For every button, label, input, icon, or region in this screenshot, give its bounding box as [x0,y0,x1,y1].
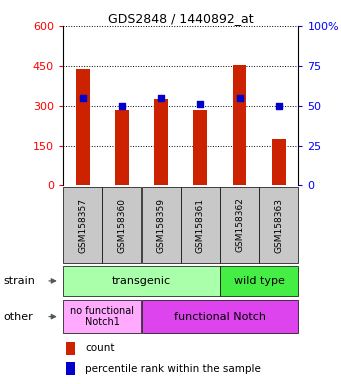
Text: GSM158363: GSM158363 [274,197,283,253]
Bar [63,266,220,296]
Bar [181,187,220,263]
Point [276,103,282,109]
Bar [233,65,247,185]
Bar [259,187,298,263]
Text: GSM158359: GSM158359 [157,197,166,253]
Point [158,95,164,101]
Bar [154,99,168,185]
Bar [220,187,259,263]
Text: other: other [3,311,33,322]
Bar [142,187,181,263]
Text: count: count [85,343,115,353]
Point [237,95,242,101]
Text: strain: strain [3,276,35,286]
Text: functional Notch: functional Notch [174,311,266,322]
Bar [102,187,142,263]
Point [197,101,203,107]
Point [119,103,125,109]
Bar [193,110,207,185]
Text: transgenic: transgenic [112,276,171,286]
Bar [76,69,90,185]
Bar [66,362,75,375]
Point [80,95,85,101]
Text: GSM158360: GSM158360 [117,197,127,253]
Text: GSM158362: GSM158362 [235,198,244,252]
Bar [115,110,129,185]
Bar [142,300,298,333]
Text: no functional
Notch1: no functional Notch1 [70,306,134,328]
Title: GDS2848 / 1440892_at: GDS2848 / 1440892_at [108,12,254,25]
Text: GSM158357: GSM158357 [78,197,87,253]
Text: wild type: wild type [234,276,285,286]
Text: GSM158361: GSM158361 [196,197,205,253]
Bar [63,187,102,263]
Text: percentile rank within the sample: percentile rank within the sample [85,364,261,374]
Bar [63,300,142,333]
Bar [220,266,298,296]
Bar [272,139,286,185]
Bar [66,342,75,354]
